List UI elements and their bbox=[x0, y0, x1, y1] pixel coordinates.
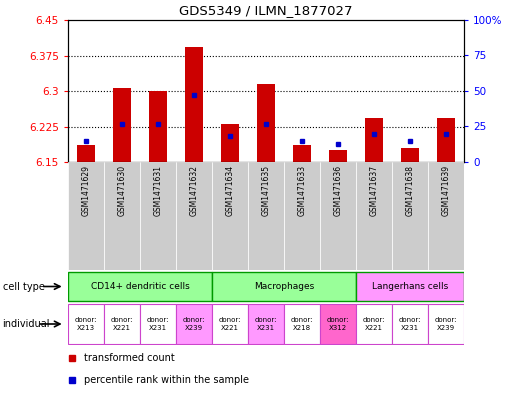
Bar bbox=[320, 162, 356, 270]
Bar bbox=[149, 91, 167, 162]
Text: transformed count: transformed count bbox=[84, 353, 175, 364]
Text: CD14+ dendritic cells: CD14+ dendritic cells bbox=[91, 282, 189, 291]
Bar bbox=[248, 304, 284, 344]
Text: GSM1471633: GSM1471633 bbox=[297, 165, 306, 217]
Bar bbox=[104, 162, 140, 270]
Bar bbox=[77, 145, 95, 162]
Bar bbox=[320, 304, 356, 344]
Text: donor:
X312: donor: X312 bbox=[327, 318, 349, 331]
Text: GSM1471630: GSM1471630 bbox=[118, 165, 127, 217]
Bar bbox=[212, 272, 356, 301]
Text: percentile rank within the sample: percentile rank within the sample bbox=[84, 375, 249, 385]
Bar bbox=[392, 162, 428, 270]
Bar bbox=[356, 272, 464, 301]
Bar bbox=[68, 272, 212, 301]
Bar bbox=[257, 84, 275, 162]
Bar bbox=[428, 304, 464, 344]
Bar bbox=[248, 162, 284, 270]
Bar bbox=[68, 162, 104, 270]
Bar bbox=[140, 162, 176, 270]
Bar bbox=[329, 150, 347, 162]
Text: donor:
X231: donor: X231 bbox=[147, 318, 169, 331]
Bar bbox=[437, 118, 455, 162]
Text: GSM1471634: GSM1471634 bbox=[225, 165, 235, 217]
Bar bbox=[356, 162, 392, 270]
Bar bbox=[113, 88, 131, 162]
Bar bbox=[401, 148, 419, 162]
Text: donor:
X213: donor: X213 bbox=[75, 318, 97, 331]
Bar bbox=[221, 124, 239, 162]
Text: individual: individual bbox=[3, 319, 50, 329]
Bar bbox=[104, 304, 140, 344]
Text: donor:
X218: donor: X218 bbox=[291, 318, 313, 331]
Text: donor:
X231: donor: X231 bbox=[254, 318, 277, 331]
Text: Macrophages: Macrophages bbox=[254, 282, 314, 291]
Bar bbox=[293, 145, 311, 162]
Bar bbox=[428, 162, 464, 270]
Text: donor:
X231: donor: X231 bbox=[399, 318, 421, 331]
Text: cell type: cell type bbox=[3, 281, 44, 292]
Text: GSM1471636: GSM1471636 bbox=[333, 165, 343, 217]
Text: GSM1471631: GSM1471631 bbox=[154, 165, 162, 216]
Text: GSM1471632: GSM1471632 bbox=[189, 165, 199, 216]
Bar bbox=[365, 118, 383, 162]
Bar bbox=[392, 304, 428, 344]
Bar bbox=[212, 162, 248, 270]
Text: GSM1471629: GSM1471629 bbox=[81, 165, 91, 216]
Text: GSM1471637: GSM1471637 bbox=[370, 165, 379, 217]
Text: donor:
X221: donor: X221 bbox=[111, 318, 133, 331]
Text: GSM1471639: GSM1471639 bbox=[441, 165, 450, 217]
Text: donor:
X221: donor: X221 bbox=[219, 318, 241, 331]
Bar bbox=[68, 304, 104, 344]
Bar bbox=[185, 48, 203, 162]
Bar bbox=[356, 304, 392, 344]
Text: donor:
X239: donor: X239 bbox=[183, 318, 205, 331]
Text: GSM1471635: GSM1471635 bbox=[262, 165, 270, 217]
Text: Langerhans cells: Langerhans cells bbox=[372, 282, 448, 291]
Bar bbox=[176, 304, 212, 344]
Bar bbox=[176, 162, 212, 270]
Bar bbox=[212, 304, 248, 344]
Bar bbox=[284, 304, 320, 344]
Text: donor:
X239: donor: X239 bbox=[435, 318, 457, 331]
Text: GSM1471638: GSM1471638 bbox=[406, 165, 414, 216]
Bar bbox=[284, 162, 320, 270]
Title: GDS5349 / ILMN_1877027: GDS5349 / ILMN_1877027 bbox=[179, 4, 353, 17]
Text: donor:
X221: donor: X221 bbox=[363, 318, 385, 331]
Bar bbox=[140, 304, 176, 344]
